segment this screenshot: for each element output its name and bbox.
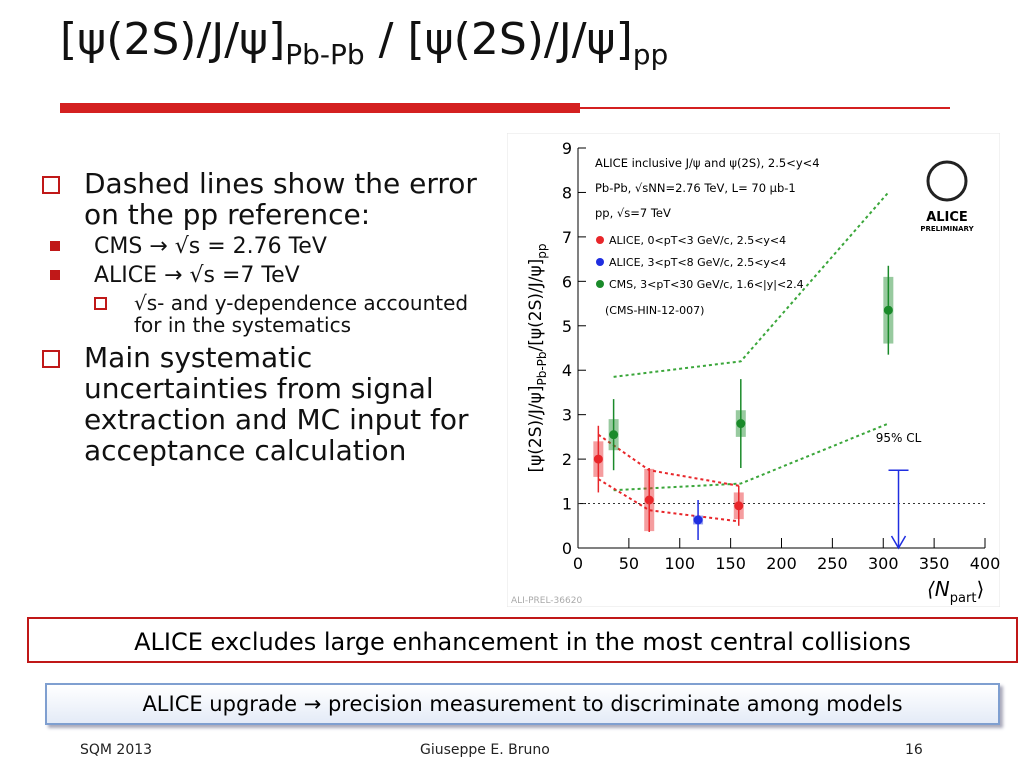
y-tick-label: 2 bbox=[562, 450, 572, 469]
bullet-text: Main systematic uncertainties from signa… bbox=[84, 341, 469, 467]
footer-center: Giuseppe E. Bruno bbox=[420, 742, 550, 758]
plot-bg bbox=[507, 133, 1000, 607]
title-sub: Pb-Pb bbox=[285, 37, 365, 71]
bullet-text: Dashed lines show the error on the pp re… bbox=[84, 167, 477, 231]
footer-left: SQM 2013 bbox=[80, 742, 153, 758]
title: [ψ(2S)/J/ψ]Pb-Pb / [ψ(2S)/J/ψ]pp bbox=[60, 14, 668, 71]
arrow-head bbox=[890, 535, 907, 550]
bullet-text: √s- and y-dependence accounted for in th… bbox=[134, 291, 469, 337]
legend-header: Pb-Pb, √sNN=2.76 TeV, L= 70 μb-1 bbox=[595, 181, 796, 195]
x-tick-label: 300 bbox=[868, 554, 899, 573]
y-tick-label: 5 bbox=[562, 317, 572, 336]
point bbox=[644, 495, 654, 505]
y-tick-label: 6 bbox=[562, 272, 572, 291]
sub-sub-bullet: √s- and y-dependence accounted for in th… bbox=[94, 292, 498, 336]
x-axis-label: ⟨Npart⟩ bbox=[927, 577, 984, 606]
label-sub: pp bbox=[535, 243, 549, 258]
y-tick-label: 4 bbox=[562, 361, 572, 380]
rule bbox=[60, 103, 580, 113]
legend-entry: ALICE, 0<pT<3 GeV/c, 2.5<y<4 bbox=[609, 234, 786, 247]
callout: ALICE excludes large enhancement in the … bbox=[27, 617, 1018, 663]
sub-bullet: ALICE → √s =7 TeV √s- and y-dependence ac… bbox=[38, 263, 498, 336]
legend-footer: (CMS-HIN-12-007) bbox=[605, 304, 704, 317]
bullet: Dashed lines show the error on the pp re… bbox=[38, 168, 498, 336]
x-tick-label: 250 bbox=[817, 554, 848, 573]
y-tick-label: 8 bbox=[562, 183, 572, 202]
figure-tag: ALI-PREL-36620 bbox=[511, 596, 582, 606]
banner: ALICE upgrade → precision measurement to… bbox=[45, 683, 1000, 725]
legend-entry: CMS, 3<pT<30 GeV/c, 1.6<|y|<2.4 bbox=[609, 278, 804, 291]
logo-ring bbox=[926, 160, 968, 202]
x-tick-label: 400 bbox=[970, 554, 1000, 573]
bullet-text: ALICE → √s =7 TeV bbox=[94, 263, 300, 288]
legend-header: ALICE inclusive J/ψ and ψ(2S), 2.5<y<4 bbox=[595, 156, 820, 170]
legend-entry: ALICE, 3<pT<8 GeV/c, 2.5<y<4 bbox=[609, 256, 786, 269]
footer-right: 16 bbox=[905, 742, 923, 758]
x-tick-label: 50 bbox=[619, 554, 639, 573]
point bbox=[736, 419, 746, 429]
legend-marker bbox=[596, 236, 604, 244]
bullets: Dashed lines show the error on the pp re… bbox=[38, 168, 498, 466]
legend-marker bbox=[596, 280, 604, 288]
title-part: [ψ(2S)/J/ψ] bbox=[60, 14, 286, 65]
rule bbox=[580, 107, 950, 109]
label-sub: Pb-Pb bbox=[535, 351, 549, 385]
x-tick-label: 200 bbox=[766, 554, 797, 573]
point bbox=[883, 305, 893, 315]
point bbox=[734, 501, 744, 511]
logo-sub: PRELIMINARY bbox=[920, 225, 974, 233]
chart: 0 1 2 3 4 5 6 7 8 9 0 50 100 150 200 250 300 350 400 [ψ(2S)… bbox=[507, 133, 1000, 607]
title-part: / [ψ(2S)/J/ψ] bbox=[364, 14, 633, 65]
label-sub: part bbox=[950, 591, 977, 606]
bullet-text: CMS → √s = 2.76 TeV bbox=[94, 234, 327, 259]
point bbox=[693, 515, 703, 525]
x-tick-label: 350 bbox=[919, 554, 950, 573]
title-sub: pp bbox=[632, 37, 669, 71]
limit-label: 95% CL bbox=[876, 431, 922, 445]
point bbox=[593, 454, 603, 464]
pp-error-line bbox=[613, 191, 890, 378]
y-tick-label: 9 bbox=[562, 139, 572, 158]
point bbox=[609, 430, 619, 440]
bullet: Main systematic uncertainties from signa… bbox=[38, 342, 498, 466]
legend-marker bbox=[596, 258, 604, 266]
y-tick-label: 1 bbox=[562, 495, 572, 514]
logo-name: ALICE bbox=[926, 210, 968, 225]
x-tick-label: 0 bbox=[573, 554, 583, 573]
pp-error-line bbox=[597, 478, 739, 523]
legend-header: pp, √s=7 TeV bbox=[595, 206, 671, 220]
pp-error-line bbox=[613, 422, 889, 492]
sub-bullet: CMS → √s = 2.76 TeV bbox=[38, 234, 498, 259]
y-tick-label: 7 bbox=[562, 228, 572, 247]
label-part: /[ψ(2S)/J/ψ] bbox=[526, 259, 546, 352]
label-part: [ψ(2S)/J/ψ] bbox=[526, 386, 546, 473]
label-part: ⟩ bbox=[976, 577, 984, 601]
y-axis-label: [ψ(2S)/J/ψ]Pb-Pb/[ψ(2S)/J/ψ]pp bbox=[526, 243, 549, 472]
x-tick-label: 100 bbox=[664, 554, 695, 573]
x-tick-label: 150 bbox=[715, 554, 746, 573]
label-part: ⟨N bbox=[927, 577, 950, 601]
y-tick-label: 0 bbox=[562, 539, 572, 558]
y-tick-label: 3 bbox=[562, 406, 572, 425]
